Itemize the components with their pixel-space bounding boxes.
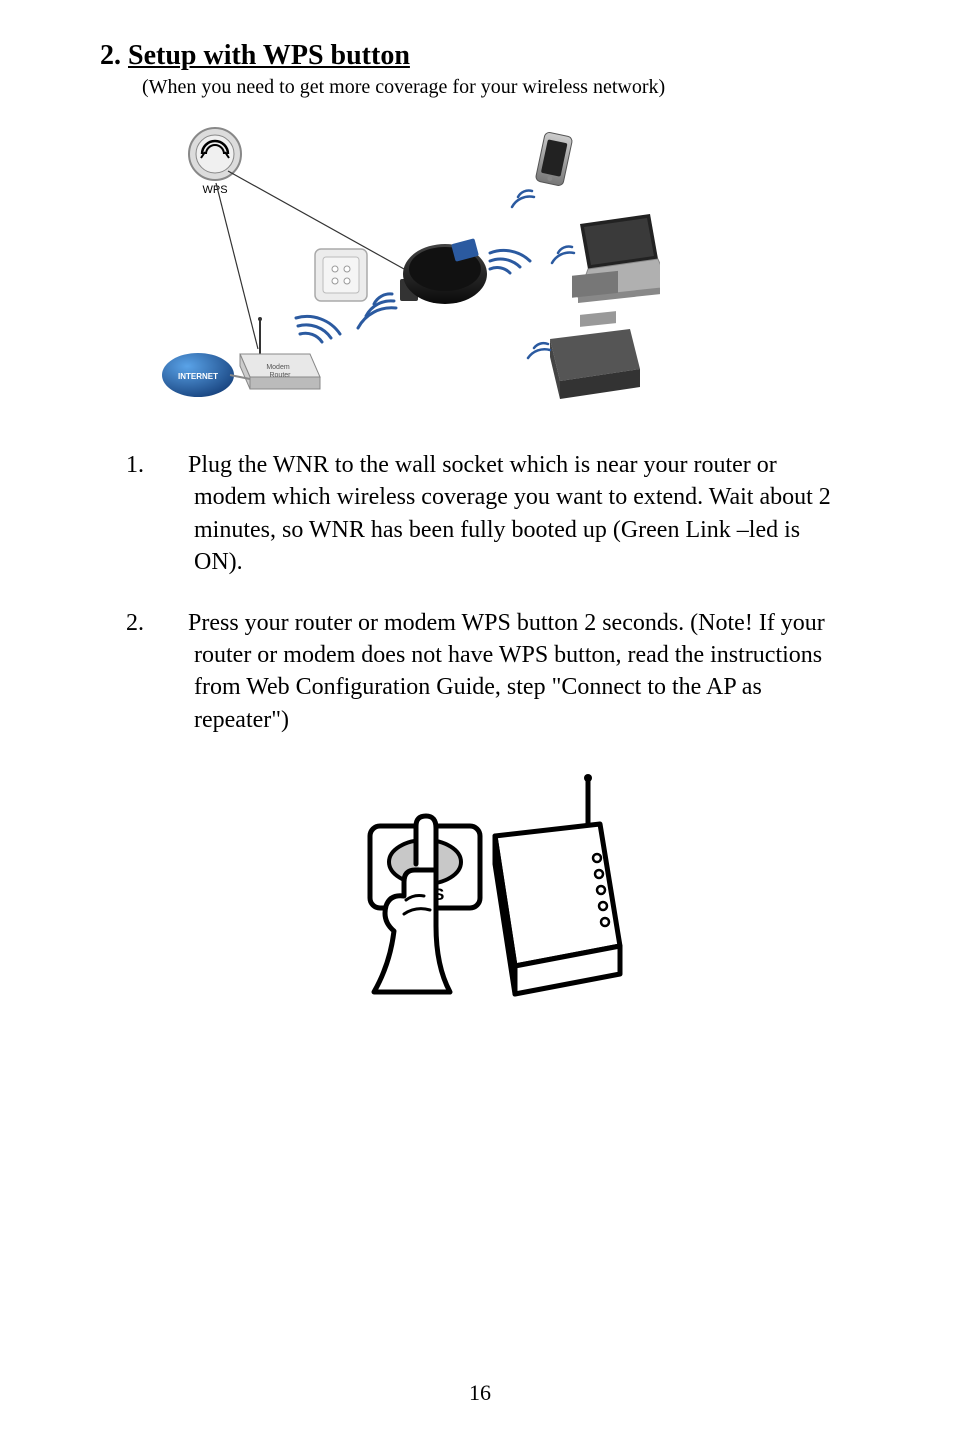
svg-text:INTERNET: INTERNET (178, 372, 218, 381)
page-number: 16 (0, 1380, 960, 1406)
svg-text:WPS: WPS (202, 184, 227, 196)
section-heading: 2. Setup with WPS button (100, 40, 860, 72)
para2-text: Press your router or modem WPS button 2 … (188, 610, 825, 733)
para1-number: 1. (160, 449, 188, 481)
para1-text: Plug the WNR to the wall socket which is… (188, 452, 831, 575)
section-subheading: (When you need to get more coverage for … (142, 76, 860, 99)
wall-outlet-icon (315, 249, 367, 301)
network-diagram: WPS (160, 119, 660, 419)
internet-icon: INTERNET (162, 353, 234, 397)
svg-text:Modem: Modem (266, 364, 290, 371)
smartphone-icon (512, 132, 573, 207)
network-diagram-svg: WPS (160, 119, 660, 419)
wps-icon: WPS (189, 128, 241, 196)
wps-press-diagram: WPS (320, 766, 640, 1006)
extender-icon (358, 238, 530, 328)
router-outline-icon (495, 774, 620, 994)
svg-text:Router: Router (269, 372, 291, 379)
connection-line (216, 183, 258, 349)
paragraph-2: 2.Press your router or modem WPS button … (160, 607, 840, 737)
heading-title: Setup with WPS button (128, 40, 410, 71)
paragraph-1: 1.Plug the WNR to the wall socket which … (160, 449, 840, 579)
heading-number: 2. (100, 40, 121, 72)
router-icon: Modem Router (240, 316, 340, 389)
para2-number: 2. (160, 607, 188, 639)
